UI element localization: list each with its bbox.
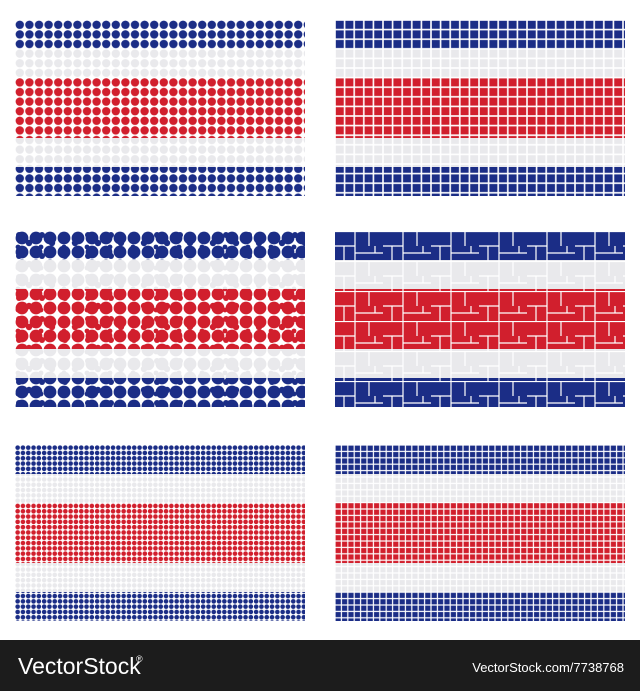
registered-mark: ® xyxy=(136,654,143,664)
flag-dots xyxy=(15,20,305,196)
flag-small-squares xyxy=(335,445,625,621)
brand: VectorStock xyxy=(18,653,141,679)
flag-rectangles xyxy=(335,231,625,407)
stock-url: VectorStock.com/7738768 xyxy=(472,660,624,675)
flag-squares xyxy=(335,20,625,196)
flag-small-dots xyxy=(15,445,305,621)
flag-bubbles xyxy=(15,231,305,407)
watermark-bar xyxy=(0,640,640,691)
